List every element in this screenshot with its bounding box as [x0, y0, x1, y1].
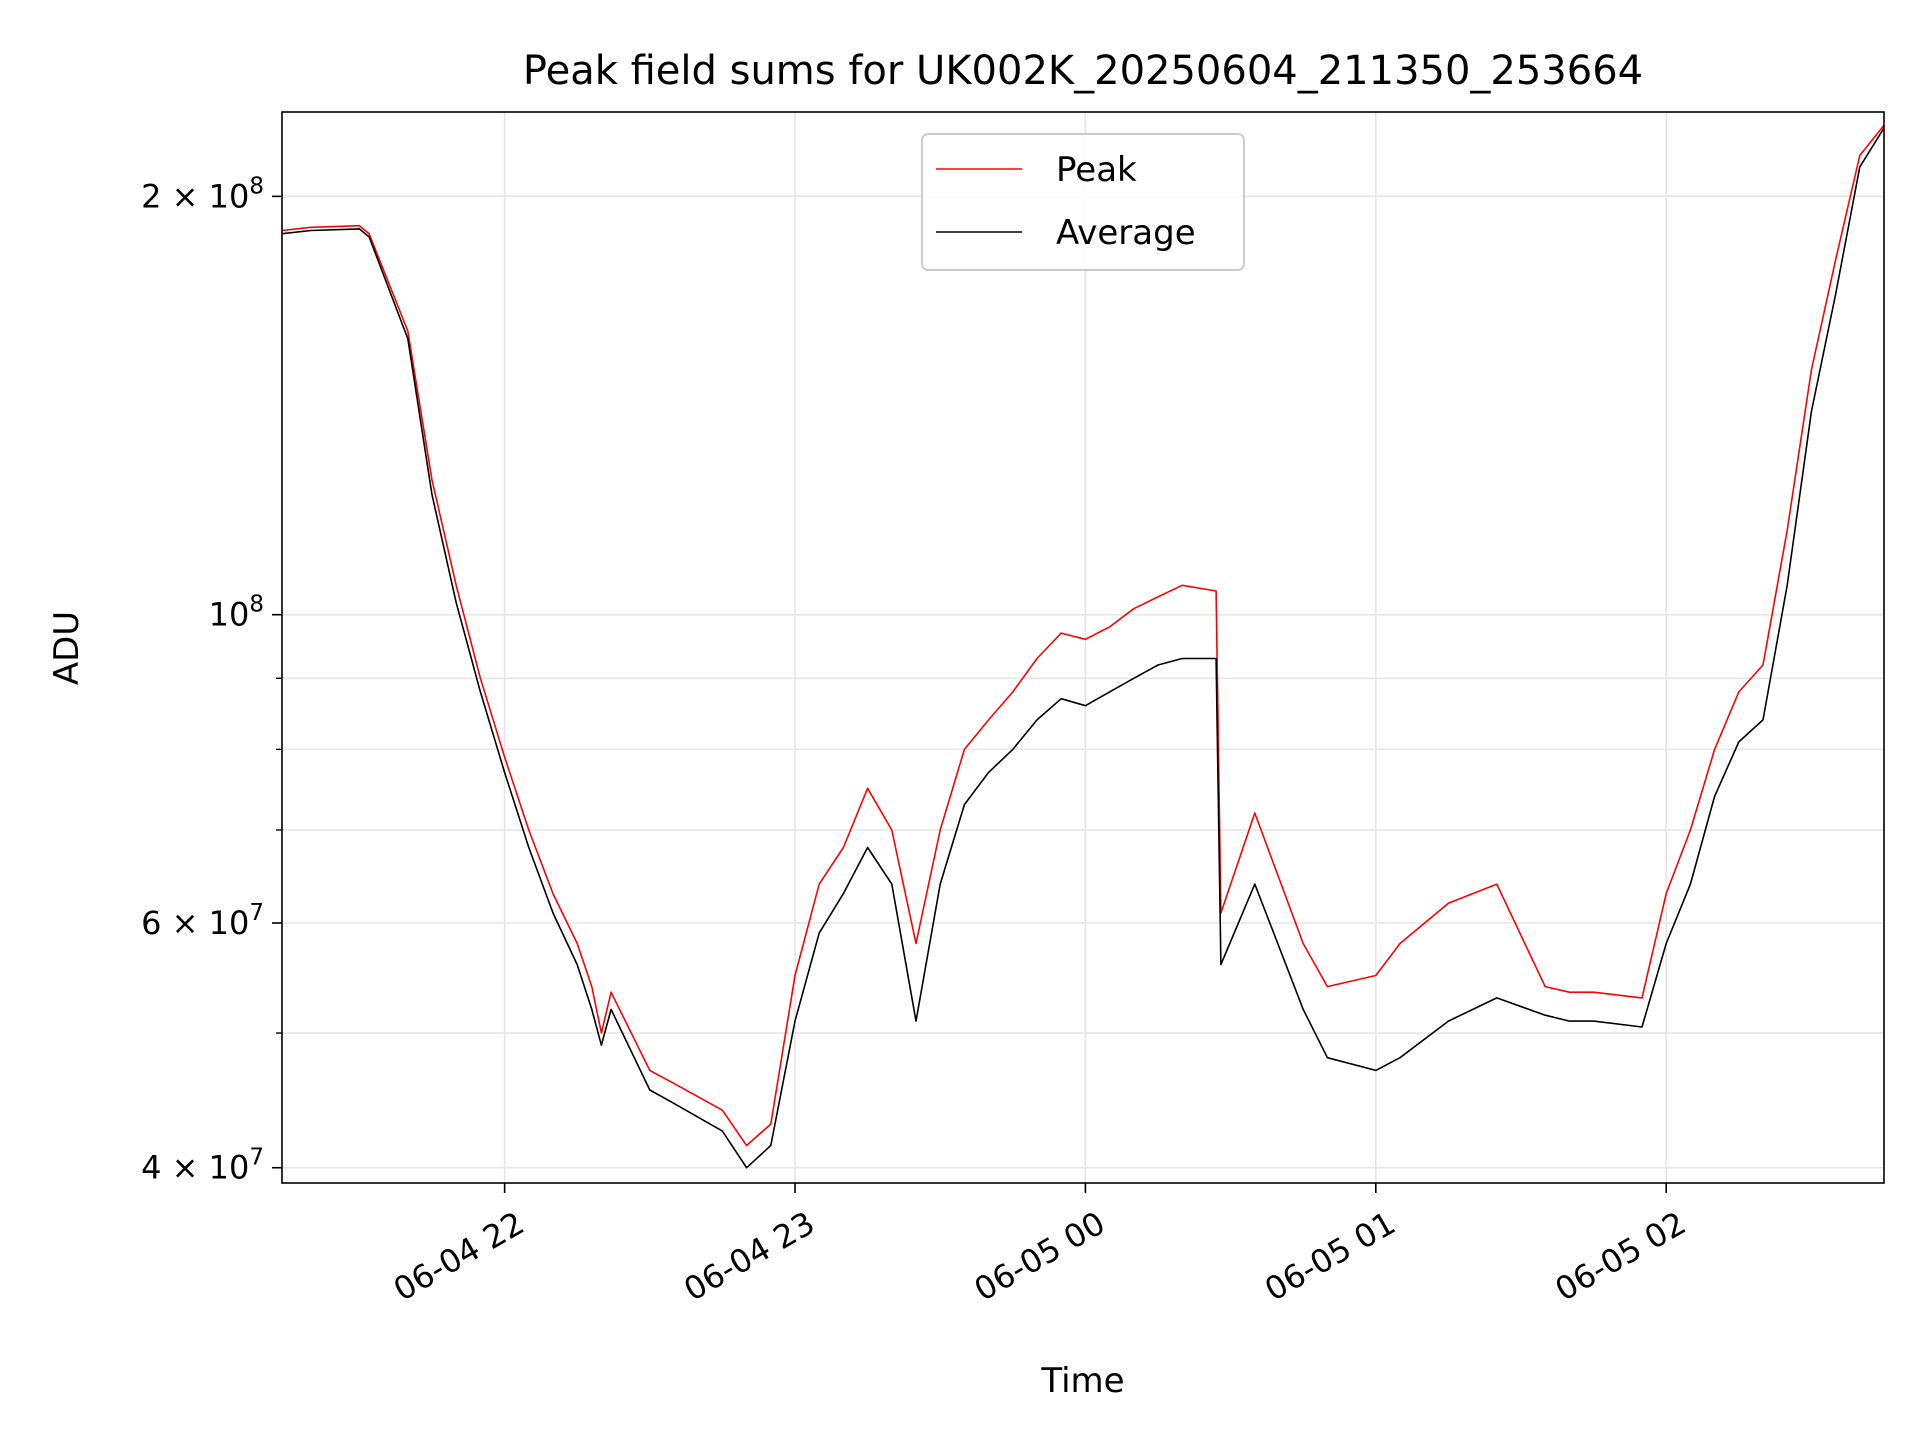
plot-frame: [281, 111, 1885, 1184]
legend-box: [921, 133, 1245, 271]
legend-label-average: Average: [1056, 213, 1196, 253]
y-tick-label: 6 × 107: [141, 900, 264, 942]
y-axis-label: ADU: [47, 611, 87, 685]
grid: [282, 112, 1884, 1183]
legend-label-peak: Peak: [1056, 150, 1137, 190]
chart-title: Peak field sums for UK002K_20250604_2113…: [523, 48, 1643, 94]
y-tick-label: 108: [209, 592, 264, 634]
legend: Peak Average: [921, 133, 1245, 271]
series-layer: [282, 124, 1884, 1169]
x-axis-label: Time: [1040, 1361, 1124, 1401]
y-tick-label: 2 × 108: [141, 173, 264, 215]
series-line-peak: [282, 124, 1884, 1147]
y-tick-label: 4 × 107: [141, 1145, 264, 1187]
series-line-average: [282, 127, 1884, 1169]
